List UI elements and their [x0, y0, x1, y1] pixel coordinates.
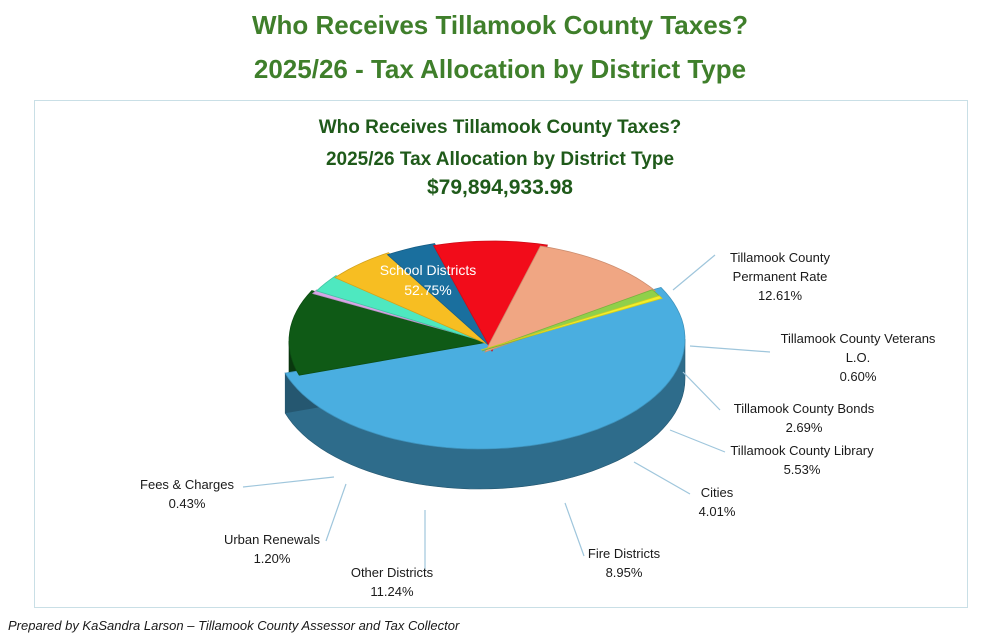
leader-line-9 [242, 476, 335, 488]
slice-other-districts[interactable] [484, 245, 657, 353]
leader-line-5 [633, 461, 691, 495]
chart-subtitle: 2025/26 Tax Allocation by District Type [325, 149, 675, 170]
leader-line-6 [564, 502, 585, 557]
slice-pct-label: 0.43% [169, 496, 206, 511]
slice-tillamook-county-library[interactable] [334, 252, 495, 348]
slice-name-label: Tillamook County Bonds [734, 401, 875, 416]
slice-pct-label: 8.95% [606, 565, 643, 580]
slice-pct-label: 5.53% [784, 462, 821, 477]
slice-pct-label: 52.75% [404, 282, 451, 298]
slice-fire-districts[interactable] [432, 240, 549, 352]
slice-name-label: School Districts [380, 262, 476, 278]
slice-pct-label: 12.61% [758, 288, 803, 303]
slice-name-label: Tillamook County Library [730, 443, 874, 458]
slice-name-label: Fees & Charges [140, 477, 234, 492]
pie-tops [284, 240, 686, 450]
slice-tillamook-county-permanent-rate[interactable] [288, 290, 495, 376]
slice-name-label: L.O. [846, 350, 871, 365]
slice-name-label: Tillamook County [730, 250, 830, 265]
slice-fees-charges[interactable] [480, 295, 663, 351]
slice-name-label: Urban Renewals [224, 532, 321, 547]
slice-name-label: Tillamook County Veterans [781, 331, 936, 346]
page-subtitle: 2025/26 - Tax Allocation by District Typ… [253, 54, 747, 84]
footer-credit: Prepared by KaSandra Larson – Tillamook … [8, 618, 460, 633]
chart-total: $79,894,933.98 [427, 176, 573, 199]
pie-labels: School Districts 52.75% Tillamook County Pe… [140, 250, 936, 599]
slice-pct-label: 4.01% [699, 504, 736, 519]
chart-title: Who Receives Tillamook County Taxes? [318, 117, 682, 138]
slice-name-label: Permanent Rate [733, 269, 828, 284]
slice-name-label: Fire Districts [588, 546, 661, 561]
slice-school-districts[interactable] [284, 286, 686, 450]
leader-line-4 [669, 429, 726, 453]
slice-pct-label: 2.69% [786, 420, 823, 435]
slice-pct-label: 11.24% [370, 584, 414, 599]
slice-pct-label: 0.60% [840, 369, 877, 384]
leader-line-1 [672, 254, 716, 291]
slice-cities[interactable] [386, 243, 494, 350]
leader-line-3 [682, 371, 721, 411]
slice-name-label: Cities [701, 485, 734, 500]
page-title: Who Receives Tillamook County Taxes? [251, 10, 749, 40]
slice-name-label: Other Districts [351, 565, 434, 580]
leader-line-8 [325, 483, 347, 542]
slice-pct-label: 1.20% [254, 551, 291, 566]
leader-line-2 [689, 345, 771, 353]
